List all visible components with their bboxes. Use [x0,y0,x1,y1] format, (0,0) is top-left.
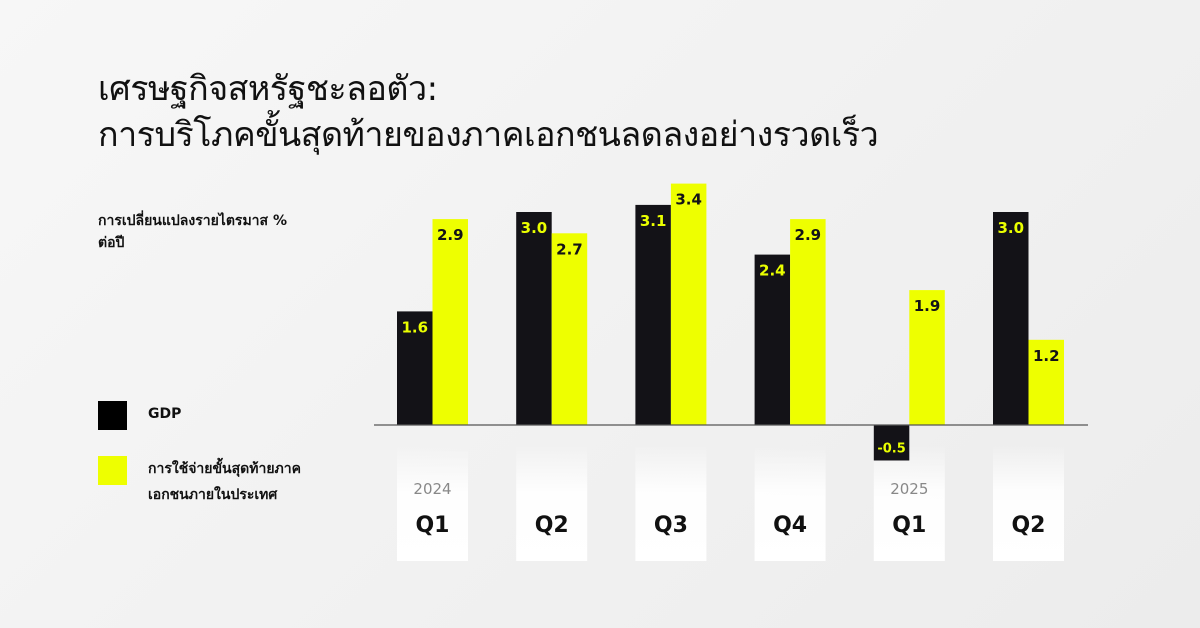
quarter-label: Q1 [892,513,926,538]
legend-label-gdp: GDP [148,406,182,422]
bar-consumption [790,219,826,425]
data-label: 1.2 [1033,347,1060,365]
quarter-label: Q2 [535,513,569,538]
bar-consumption [670,183,707,425]
bar-gdp [516,212,552,425]
data-label: 2.4 [759,262,786,280]
bar-gdp [873,425,910,461]
quarter-label: Q4 [773,513,807,538]
legend-item-consumption: การใช้จ่ายขั้นสุดท้ายภาคเอกชนภายในประเทศ [98,456,318,508]
data-label: 2.9 [437,226,464,244]
year-label: 2025 [890,480,928,498]
bar-consumption [909,290,945,425]
legend-swatch-gdp [98,401,127,430]
category-card [873,445,945,561]
data-label: 2.9 [795,226,822,244]
bar-gdp [993,212,1029,425]
title-line-1: เศรษฐกิจสหรัฐชะลอตัว: [98,69,438,109]
bar-consumption [551,233,588,425]
data-label: 1.9 [914,297,941,315]
year-label: 2024 [413,480,451,498]
bar-gdp [397,311,433,425]
bar-gdp [754,254,791,425]
legend-label-consumption: การใช้จ่ายขั้นสุดท้ายภาคเอกชนภายในประเทศ [148,461,301,503]
data-label: 2.7 [556,240,583,258]
category-card [516,445,588,561]
legend-item-gdp: GDP [98,401,318,430]
y-axis-label: การเปลี่ยนแปลงรายไตรมาส % ต่อปี [98,213,287,251]
legend-swatch-consumption [98,456,127,485]
category-card [754,445,826,561]
data-label: 3.0 [997,219,1024,237]
bar-consumption [1028,339,1064,425]
data-label: -0.5 [877,442,905,457]
data-label: 3.1 [640,212,667,230]
title-line-2: การบริโภคขั้นสุดท้ายของภาคเอกชนลดลงอย่าง… [98,115,879,155]
data-label: 3.0 [521,219,548,237]
category-card [993,445,1064,561]
chart-title: เศรษฐกิจสหรัฐชะลอตัว: การบริโภคขั้นสุดท้… [98,66,879,158]
data-label: 3.4 [675,191,702,209]
category-card [397,445,468,561]
bar-consumption [432,219,468,425]
quarter-label: Q2 [1011,513,1045,538]
bar-gdp [635,204,671,425]
data-label: 1.6 [401,318,428,336]
category-card [635,445,707,561]
quarter-label: Q1 [415,513,449,538]
quarter-label: Q3 [654,513,688,538]
